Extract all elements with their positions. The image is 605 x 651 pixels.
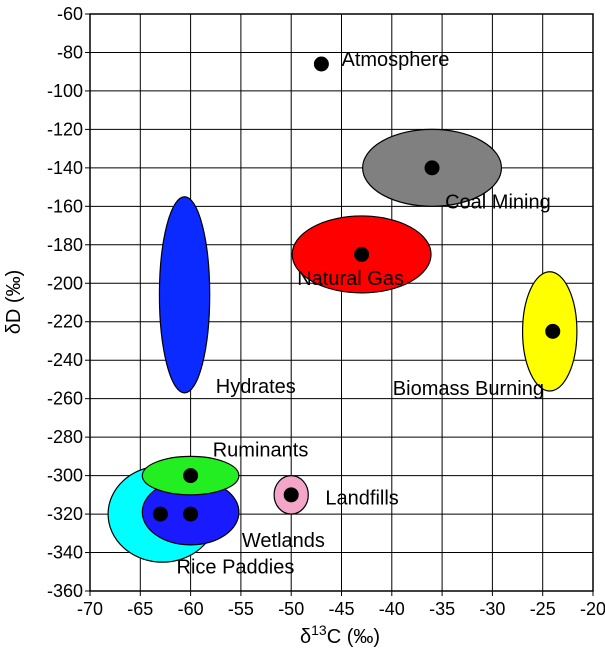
y-tick-label: -200 <box>47 273 83 293</box>
y-tick-label: -140 <box>47 158 83 178</box>
label-coal-mining: Coal Mining <box>445 191 551 213</box>
point-natural-gas <box>354 246 370 262</box>
x-tick-label: -25 <box>530 599 556 619</box>
y-tick-label: -320 <box>47 504 83 524</box>
x-axis-ticks: -70 -65 -60 -55 -50 -45 -40 -35 -30 -25 -20 <box>77 591 605 619</box>
label-ruminants: Ruminants <box>213 439 309 461</box>
x-tick-label: -60 <box>178 599 204 619</box>
x-tick-label: -30 <box>479 599 505 619</box>
x-axis-title: δ13C (‰) <box>300 622 380 648</box>
y-tick-label: -360 <box>47 581 83 601</box>
label-wetlands: Wetlands <box>242 530 325 552</box>
point-coal-mining <box>424 160 440 176</box>
label-hydrates: Hydrates <box>216 376 296 398</box>
y-tick-label: -60 <box>57 4 83 24</box>
point-atmosphere <box>313 56 329 72</box>
label-rice-paddies: Rice Paddies <box>177 557 295 579</box>
x-tick-label: -65 <box>127 599 153 619</box>
y-tick-label: -120 <box>47 119 83 139</box>
x-tick-label: -40 <box>379 599 405 619</box>
data-points <box>152 56 561 522</box>
y-axis-ticks: -60 -80 -100 -120 -140 -160 -180 -200 -220 -240 -2… <box>47 4 90 601</box>
point-biomass-burning <box>545 323 561 339</box>
y-tick-label: -300 <box>47 466 83 486</box>
y-tick-label: -240 <box>47 350 83 370</box>
y-tick-label: -160 <box>47 196 83 216</box>
label-atmosphere: Atmosphere <box>342 49 450 71</box>
label-biomass-burning: Biomass Burning <box>393 378 544 400</box>
ellipse-hydrates <box>158 196 211 394</box>
point-rice-paddies <box>152 506 168 522</box>
point-landfills <box>283 487 299 503</box>
x-tick-label: -50 <box>278 599 304 619</box>
y-tick-label: -180 <box>47 235 83 255</box>
y-tick-label: -220 <box>47 312 83 332</box>
x-tick-label: -45 <box>328 599 354 619</box>
point-ruminants <box>183 468 199 484</box>
x-tick-label: -55 <box>228 599 254 619</box>
x-tick-label: -35 <box>429 599 455 619</box>
x-tick-label: -70 <box>77 599 103 619</box>
point-wetlands <box>183 506 199 522</box>
y-tick-label: -280 <box>47 427 83 447</box>
label-landfills: Landfills <box>325 487 398 509</box>
y-tick-label: -100 <box>47 81 83 101</box>
annotations: Atmosphere Coal Mining Natural Gas Hydrates… <box>177 49 551 579</box>
label-natural-gas: Natural Gas <box>297 268 404 290</box>
y-tick-label: -80 <box>57 42 83 62</box>
y-axis-title: δD (‰) <box>3 270 25 334</box>
x-tick-label: -20 <box>580 599 605 619</box>
y-tick-label: -260 <box>47 389 83 409</box>
y-tick-label: -340 <box>47 543 83 563</box>
